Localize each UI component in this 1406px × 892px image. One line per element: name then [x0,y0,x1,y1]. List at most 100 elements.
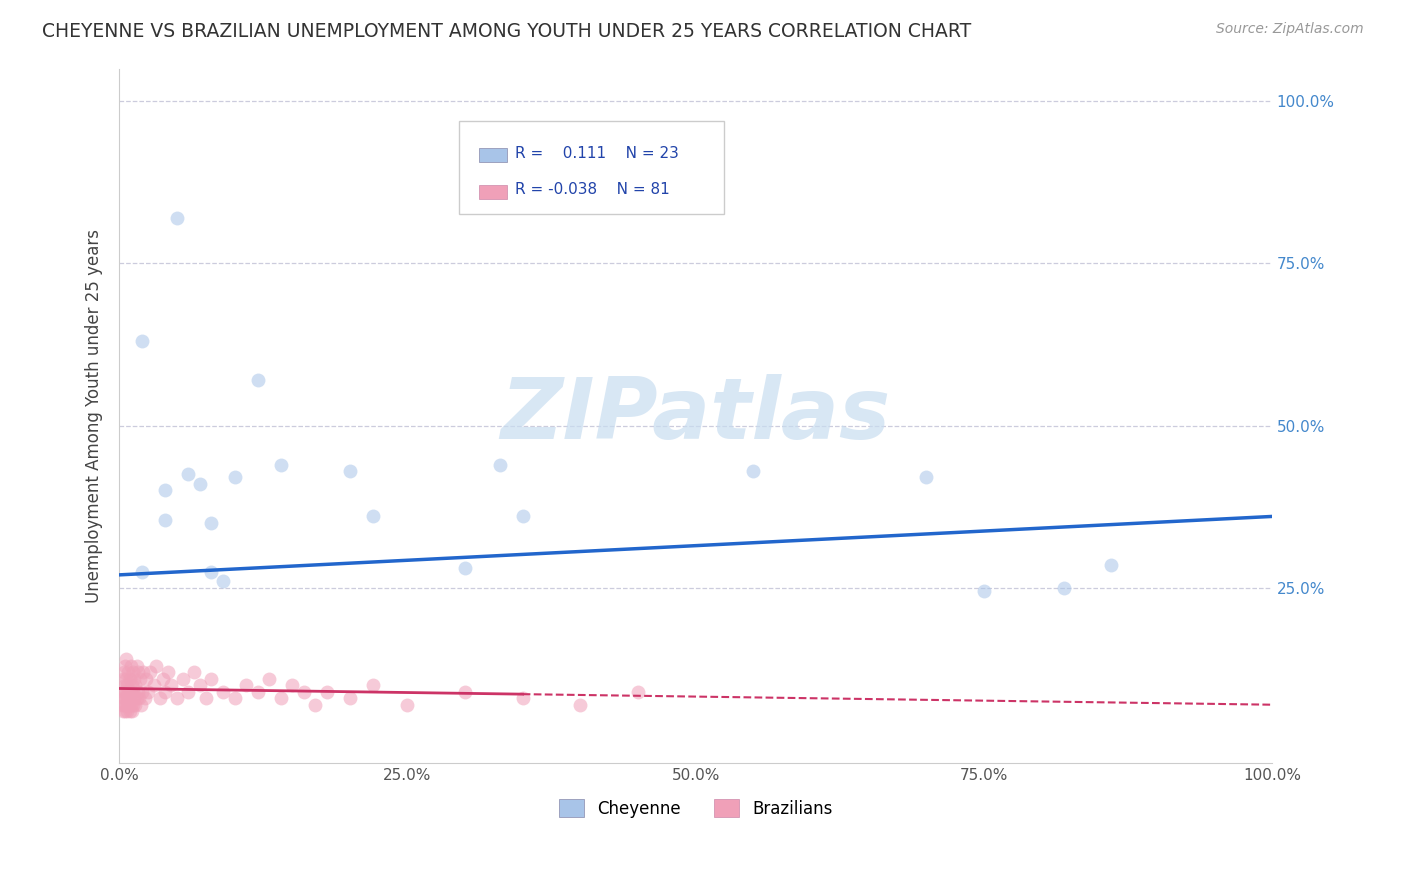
Point [134,691,156,706]
Point [172,672,194,686]
Point [125,691,148,706]
Point [122,691,145,706]
Point [212,684,235,698]
Point [512,509,534,524]
Point [152,672,174,686]
Point [454,684,477,698]
Point [114,658,136,673]
Point [112,665,135,680]
Point [166,211,188,225]
Point [117,698,139,712]
Point [136,684,159,698]
Point [111,672,134,686]
Point [131,565,153,579]
Point [117,665,139,680]
Point [115,684,138,698]
Point [111,691,134,706]
Point [212,574,235,589]
Point [117,678,139,692]
Point [155,483,177,498]
Point [114,704,136,718]
Point [128,691,150,706]
Point [115,672,138,686]
Point [396,698,419,712]
Point [120,684,142,698]
Point [110,698,132,712]
Point [129,698,152,712]
Text: R =    0.111    N = 23: R = 0.111 N = 23 [515,145,679,161]
Point [117,684,139,698]
Point [488,458,510,472]
Point [112,698,135,712]
Point [145,658,167,673]
Point [120,658,142,673]
Point [200,516,222,530]
Point [139,665,162,680]
Point [135,672,157,686]
Point [304,698,326,712]
Point [122,684,145,698]
Point [131,334,153,348]
Point [281,678,304,692]
Point [117,704,139,718]
Point [454,561,477,575]
Point [142,678,165,692]
Point [194,691,217,706]
Point [246,373,269,387]
Point [224,470,246,484]
Point [627,684,650,698]
Point [122,665,145,680]
Point [155,684,177,698]
Point [270,458,292,472]
Point [132,665,155,680]
Text: Source: ZipAtlas.com: Source: ZipAtlas.com [1216,22,1364,37]
Point [118,672,141,686]
Point [114,678,136,692]
Point [112,684,135,698]
Point [111,704,134,718]
FancyBboxPatch shape [479,185,506,199]
Point [315,684,337,698]
Point [742,464,765,478]
Y-axis label: Unemployment Among Youth under 25 years: Unemployment Among Youth under 25 years [86,229,103,603]
FancyBboxPatch shape [479,148,506,162]
Text: ZIPatlas: ZIPatlas [501,375,891,458]
Point [188,477,211,491]
Point [569,698,592,712]
Point [118,691,141,706]
Point [115,698,138,712]
Text: CHEYENNE VS BRAZILIAN UNEMPLOYMENT AMONG YOUTH UNDER 25 YEARS CORRELATION CHART: CHEYENNE VS BRAZILIAN UNEMPLOYMENT AMONG… [42,22,972,41]
Point [361,678,384,692]
Point [1053,581,1076,595]
Point [127,684,149,698]
Point [129,672,152,686]
Point [257,672,280,686]
Point [120,698,142,712]
Point [224,691,246,706]
Point [973,584,995,599]
Point [117,691,139,706]
Point [118,704,141,718]
Point [127,665,149,680]
Point [188,678,211,692]
Point [246,684,269,698]
Point [115,652,138,666]
Point [183,665,205,680]
Point [177,684,200,698]
Point [235,678,257,692]
Point [124,698,146,712]
FancyBboxPatch shape [460,120,724,214]
Point [166,691,188,706]
Point [124,678,146,692]
Point [200,672,222,686]
Point [339,691,361,706]
Point [339,464,361,478]
Point [1099,558,1122,573]
Point [361,509,384,524]
Point [149,691,172,706]
Point [131,684,153,698]
Legend: Cheyenne, Brazilians: Cheyenne, Brazilians [553,793,839,824]
Text: R = -0.038    N = 81: R = -0.038 N = 81 [515,182,669,197]
Point [177,467,200,482]
Point [200,565,222,579]
